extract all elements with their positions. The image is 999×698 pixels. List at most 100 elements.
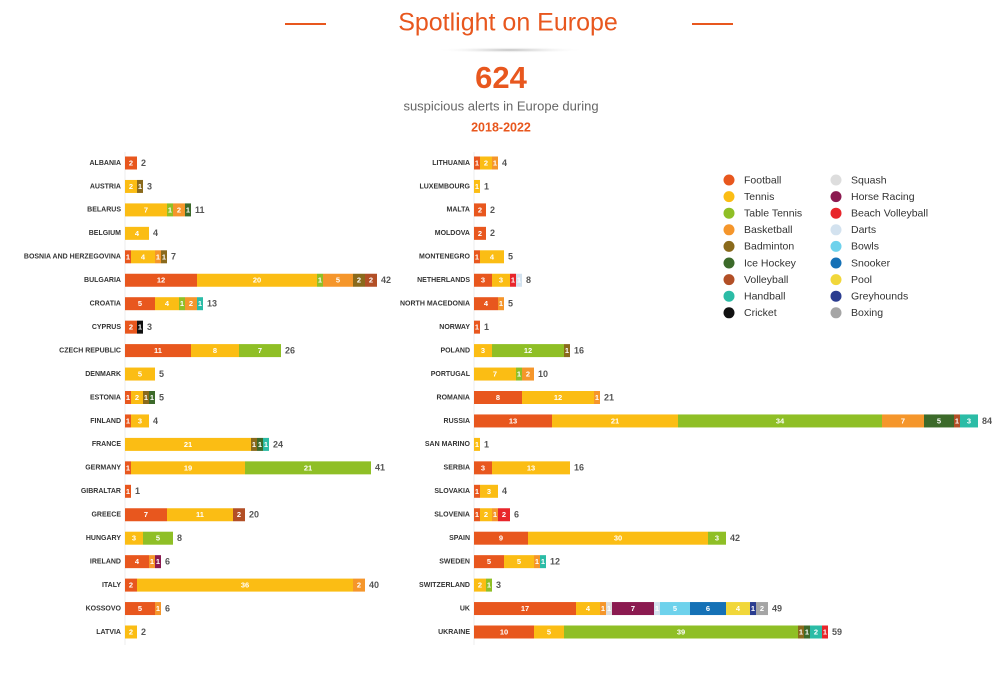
bar-segment bbox=[474, 391, 522, 404]
bar-segment bbox=[534, 625, 564, 639]
bar-segment bbox=[125, 250, 131, 264]
segment-label: 2 bbox=[357, 581, 361, 590]
segment-label: 3 bbox=[481, 463, 485, 472]
segment-label: 1 bbox=[493, 158, 497, 167]
segment-label: 1 bbox=[186, 205, 190, 214]
bar-segment bbox=[480, 508, 492, 522]
bar-segment bbox=[498, 297, 504, 311]
bar-segment bbox=[149, 555, 155, 569]
bar-segment bbox=[498, 508, 510, 522]
segment-label: 21 bbox=[184, 440, 192, 449]
legend-label: Greyhounds bbox=[851, 290, 908, 302]
bar-segment bbox=[167, 203, 173, 217]
bar-segment bbox=[125, 156, 137, 170]
bar-segment bbox=[155, 297, 179, 311]
bar-segment bbox=[474, 250, 480, 264]
segment-label: 1 bbox=[156, 604, 160, 613]
country-label: LUXEMBOURG bbox=[419, 183, 470, 190]
bar-segment bbox=[125, 179, 137, 193]
bar-segment bbox=[594, 391, 600, 404]
total-label: 24 bbox=[273, 439, 283, 449]
bar-segment bbox=[474, 531, 528, 545]
legend-swatch bbox=[723, 224, 735, 236]
segment-label: 13 bbox=[527, 463, 535, 472]
bar-segment bbox=[474, 602, 576, 616]
segment-label: 4 bbox=[165, 299, 170, 308]
country-label: LATVIA bbox=[96, 629, 121, 636]
bar-segment bbox=[474, 437, 480, 451]
total-label: 8 bbox=[526, 275, 531, 285]
total-label: 4 bbox=[502, 486, 507, 496]
legend-label: Boxing bbox=[851, 307, 883, 319]
bar-segment bbox=[131, 461, 245, 475]
bar-segment bbox=[167, 508, 233, 522]
segment-label: 4 bbox=[484, 299, 489, 308]
bar-segment bbox=[726, 602, 750, 616]
segment-label: 21 bbox=[611, 416, 619, 425]
segment-label: 1 bbox=[150, 393, 154, 402]
segment-label: 1 bbox=[180, 299, 184, 308]
segment-label: 12 bbox=[157, 276, 165, 285]
segment-label: 21 bbox=[304, 463, 312, 472]
country-label: MONTENEGRO bbox=[419, 254, 471, 261]
bar-segment bbox=[179, 297, 185, 311]
bar-segment bbox=[125, 555, 149, 569]
country-label: FINLAND bbox=[90, 418, 121, 425]
country-label: NORWAY bbox=[439, 324, 470, 331]
bar-segment bbox=[954, 414, 960, 428]
bar-segment bbox=[125, 578, 137, 592]
bar-segment bbox=[474, 555, 504, 569]
country-label: ESTONIA bbox=[90, 394, 121, 401]
segment-label: 1 bbox=[150, 557, 154, 566]
country-label: CROATIA bbox=[90, 301, 121, 308]
bar-segment bbox=[257, 437, 263, 451]
bar-segment bbox=[804, 625, 810, 639]
segment-label: 3 bbox=[481, 346, 485, 355]
bar-segment bbox=[353, 578, 365, 592]
segment-label: 2 bbox=[135, 393, 139, 402]
bar-segment bbox=[125, 367, 155, 381]
legend-label: Snooker bbox=[851, 257, 891, 269]
segment-label: 2 bbox=[369, 276, 373, 285]
segment-label: 9 bbox=[499, 534, 503, 543]
bar-segment bbox=[125, 320, 137, 334]
segment-label: 1 bbox=[595, 393, 599, 402]
segment-label: 3 bbox=[715, 534, 719, 543]
bar-segment bbox=[125, 508, 167, 522]
country-label: POLAND bbox=[440, 347, 470, 354]
segment-label: 1 bbox=[607, 604, 611, 613]
total-label: 5 bbox=[159, 369, 164, 379]
segment-label: 3 bbox=[967, 416, 971, 425]
segment-label: 1 bbox=[198, 299, 202, 308]
bar-segment bbox=[606, 602, 612, 616]
country-label: RUSSIA bbox=[444, 418, 470, 425]
segment-label: 1 bbox=[144, 393, 148, 402]
legend-label: Badminton bbox=[744, 241, 794, 253]
total-label: 1 bbox=[484, 322, 489, 332]
total-label: 12 bbox=[550, 557, 560, 567]
bar-segment bbox=[125, 414, 131, 428]
legend-swatch bbox=[723, 240, 735, 252]
bar-segment bbox=[552, 414, 678, 428]
segment-label: 8 bbox=[496, 393, 500, 402]
total-label: 3 bbox=[147, 322, 152, 332]
country-label: KOSSOVO bbox=[86, 605, 122, 612]
bar-segment bbox=[131, 250, 155, 264]
segment-label: 2 bbox=[478, 581, 482, 590]
country-label: CYPRUS bbox=[92, 324, 122, 331]
segment-label: 2 bbox=[357, 276, 361, 285]
country-label: GERMANY bbox=[85, 465, 121, 472]
segment-label: 2 bbox=[478, 229, 482, 238]
total-label: 6 bbox=[165, 603, 170, 613]
total-label: 2 bbox=[490, 205, 495, 215]
bar-segment bbox=[474, 484, 480, 498]
bar-segment bbox=[317, 273, 323, 287]
segment-label: 2 bbox=[814, 627, 818, 636]
legend-swatch bbox=[723, 207, 735, 219]
bar-segment bbox=[522, 391, 594, 404]
title-shadow bbox=[435, 47, 585, 53]
legend-swatch bbox=[830, 224, 842, 236]
country-label: HUNGARY bbox=[86, 535, 121, 542]
country-label: SAN MARINO bbox=[425, 441, 471, 448]
